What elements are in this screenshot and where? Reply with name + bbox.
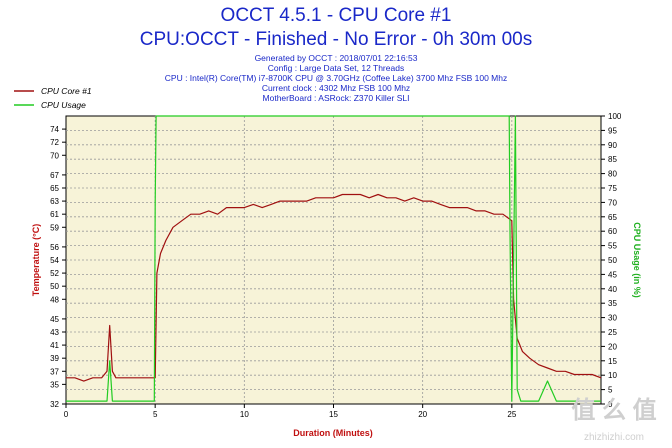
left-tick-label: 39 — [50, 354, 59, 363]
chart-subtitle: CPU:OCCT - Finished - No Error - 0h 30m … — [140, 29, 532, 50]
x-tick-label: 25 — [507, 410, 516, 419]
left-tick-label: 59 — [50, 223, 59, 232]
right-tick-label: 50 — [608, 256, 617, 265]
right-tick-label: 80 — [608, 170, 617, 179]
info-generated: Generated by OCCT : 2018/07/01 22:16:53 — [255, 53, 418, 63]
right-tick-label: 60 — [608, 227, 617, 236]
legend: CPU Core #1 CPU Usage — [14, 86, 92, 110]
series-lines — [66, 115, 602, 402]
series-line-cpu-usage — [66, 115, 601, 402]
right-tick-label: 85 — [608, 155, 617, 164]
info-current-clock: Current clock : 4302 Mhz FSB 100 Mhz — [262, 83, 410, 93]
x-axis-ticks: 0 5 10 15 20 25 — [64, 404, 517, 419]
left-tick-label: 41 — [50, 341, 59, 350]
left-tick-label: 61 — [50, 210, 59, 219]
right-tick-label: 5 — [608, 386, 613, 395]
right-tick-label: 75 — [608, 184, 617, 193]
x-tick-label: 5 — [153, 410, 158, 419]
right-tick-label: 95 — [608, 126, 617, 135]
left-tick-label: 52 — [50, 269, 59, 278]
left-tick-label: 72 — [50, 138, 59, 147]
left-tick-label: 50 — [50, 282, 59, 291]
left-tick-label: 70 — [50, 151, 59, 160]
left-tick-label: 48 — [50, 295, 59, 304]
right-tick-label: 0 — [608, 400, 613, 409]
right-tick-label: 45 — [608, 270, 617, 279]
legend-label-cpu-usage: CPU Usage — [41, 100, 86, 110]
right-tick-label: 90 — [608, 141, 617, 150]
left-tick-label: 63 — [50, 197, 59, 206]
info-cpu: CPU : Intel(R) Core(TM) i7-8700K CPU @ 3… — [165, 73, 507, 83]
left-tick-label: 37 — [50, 367, 59, 376]
right-tick-label: 70 — [608, 198, 617, 207]
left-tick-label: 45 — [50, 315, 59, 324]
right-tick-label: 25 — [608, 328, 617, 337]
x-tick-label: 15 — [329, 410, 338, 419]
left-tick-label: 54 — [50, 256, 59, 265]
info-config: Config : Large Data Set, 12 Threads — [268, 63, 404, 73]
right-axis-ticks: 0 5 10 15 20 25 30 35 40 45 50 55 60 65 70 75 80 85 90 95 10… — [601, 112, 622, 409]
right-tick-label: 40 — [608, 285, 617, 294]
legend-label-cpu-core: CPU Core #1 — [41, 86, 92, 96]
right-tick-label: 15 — [608, 357, 617, 366]
left-tick-label: 56 — [50, 243, 59, 252]
watermark: 值 么 值 zhizhizhi.com — [571, 396, 656, 443]
left-tick-label: 32 — [50, 400, 59, 409]
chart-title: OCCT 4.5.1 - CPU Core #1 — [221, 5, 452, 26]
right-tick-label: 10 — [608, 371, 617, 380]
x-tick-label: 10 — [240, 410, 249, 419]
left-tick-label: 35 — [50, 380, 59, 389]
watermark-logo-text: 值 么 值 — [571, 396, 656, 424]
right-tick-label: 20 — [608, 342, 617, 351]
right-tick-label: 100 — [608, 112, 622, 121]
right-tick-label: 35 — [608, 299, 617, 308]
x-tick-label: 20 — [418, 410, 427, 419]
right-tick-label: 55 — [608, 242, 617, 251]
left-tick-label: 65 — [50, 184, 59, 193]
right-tick-label: 65 — [608, 213, 617, 222]
x-tick-label: 0 — [64, 410, 69, 419]
watermark-url: zhizhizhi.com — [584, 432, 644, 443]
left-axis-ticks: 32 35 37 39 41 43 45 48 50 52 54 56 59 61 63 65 67 70 72 74 — [50, 125, 66, 409]
right-axis-label: CPU Usage (in %) — [632, 222, 642, 298]
left-tick-label: 67 — [50, 171, 59, 180]
right-tick-label: 30 — [608, 314, 617, 323]
info-motherboard: MotherBoard : ASRock: Z370 Killer SLI — [263, 93, 410, 103]
left-tick-label: 43 — [50, 328, 59, 337]
x-axis-label: Duration (Minutes) — [293, 428, 373, 438]
left-tick-label: 74 — [50, 125, 59, 134]
left-axis-label: Temperature (°C) — [31, 224, 41, 296]
